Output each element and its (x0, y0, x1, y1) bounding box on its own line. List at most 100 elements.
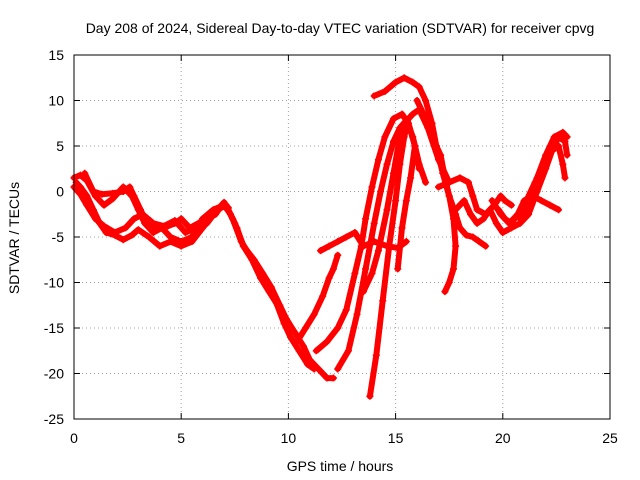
data-point-marker (177, 215, 185, 223)
x-tick-label: 5 (177, 430, 185, 446)
data-point-marker (368, 183, 376, 191)
data-point-marker (409, 133, 417, 141)
data-point-marker (505, 219, 513, 227)
y-tick-label: -15 (44, 320, 64, 336)
y-tick-label: -5 (52, 229, 65, 245)
data-point-marker (194, 219, 202, 227)
y-tick-label: -25 (44, 411, 64, 427)
data-point-marker (398, 110, 406, 118)
data-point-marker (559, 160, 567, 168)
data-point-marker (366, 392, 374, 400)
data-point-marker (441, 288, 449, 296)
series-trace (317, 229, 410, 254)
data-point-marker (370, 219, 378, 227)
data-point-marker (561, 137, 569, 145)
data-point-marker (287, 333, 295, 341)
data-point-marker (394, 265, 402, 273)
data-point-marker (563, 133, 571, 141)
data-point-marker (561, 174, 569, 182)
y-tick-label: 10 (48, 93, 64, 109)
data-point-marker (516, 215, 524, 223)
series-arc-d (81, 169, 232, 232)
data-point-marker (344, 347, 352, 355)
data-point-marker (203, 215, 211, 223)
data-point-marker (267, 283, 275, 291)
x-tick-label: 0 (70, 430, 78, 446)
data-point-marker (121, 224, 129, 232)
data-point-marker (389, 169, 397, 177)
data-point-marker (323, 338, 331, 346)
data-point-marker (134, 226, 142, 234)
data-point-marker (396, 124, 404, 132)
x-axis-label: GPS time / hours (287, 458, 394, 474)
data-point-marker (342, 233, 350, 241)
data-point-marker (329, 374, 337, 382)
data-point-marker (304, 360, 312, 368)
data-point-marker (145, 233, 153, 241)
data-point-marker (460, 197, 468, 205)
data-point-marker (109, 189, 117, 197)
y-tick-label: 0 (56, 184, 64, 200)
x-tick-label: 10 (281, 430, 297, 446)
data-point-marker (130, 192, 138, 200)
data-point-marker (186, 224, 194, 232)
data-point-marker (136, 206, 144, 214)
data-point-marker (475, 238, 483, 246)
data-point-marker (525, 201, 533, 209)
data-point-marker (537, 197, 545, 205)
data-point-marker (100, 201, 108, 209)
data-point-marker (445, 279, 453, 286)
plot-frame (73, 54, 611, 420)
data-point-marker (383, 242, 391, 250)
data-point-marker (462, 231, 470, 239)
data-point-marker (381, 87, 389, 95)
data-point-marker (497, 210, 505, 218)
data-point-marker (351, 228, 359, 236)
data-point-marker (317, 247, 325, 255)
data-point-marker (555, 206, 563, 214)
data-point-marker (396, 160, 404, 168)
data-point-marker (351, 269, 359, 277)
data-point-marker (480, 215, 488, 223)
data-point-marker (362, 215, 370, 223)
data-point-marker (218, 201, 226, 209)
data-point-marker (370, 238, 378, 246)
data-point-marker (359, 288, 367, 296)
data-point-marker (492, 219, 500, 227)
y-tick-label: -20 (44, 366, 64, 382)
data-point-marker (76, 183, 84, 191)
data-point-marker (434, 183, 442, 191)
x-tick-labels: 0 5 10 15 20 25 (70, 430, 618, 446)
data-point-marker (546, 201, 554, 209)
data-point-marker (359, 242, 367, 250)
data-point-marker (89, 188, 97, 195)
data-point-marker (250, 256, 258, 264)
data-point-marker (464, 178, 472, 186)
data-point-marker (392, 197, 400, 205)
data-point-marker (130, 215, 138, 223)
data-point-marker (259, 269, 267, 277)
x-tick-label: 25 (602, 430, 618, 446)
data-point-marker (497, 192, 505, 200)
data-point-marker (181, 228, 189, 236)
data-point-marker (379, 297, 387, 305)
data-point-marker (469, 192, 477, 200)
data-point-marker (452, 206, 460, 214)
data-point-marker (383, 206, 391, 214)
x-tick-label: 15 (388, 430, 404, 446)
data-point-marker (409, 78, 417, 86)
data-point-marker (389, 115, 397, 123)
data-point-marker (149, 228, 157, 236)
data-point-marker (389, 137, 397, 145)
data-point-marker (151, 222, 159, 230)
data-point-marker (160, 224, 168, 232)
data-point-marker (400, 74, 408, 82)
data-point-marker (156, 242, 164, 250)
data-point-marker (239, 242, 247, 250)
data-point-marker (362, 265, 370, 273)
series-arc-r (516, 128, 571, 223)
data-point-marker (422, 178, 430, 186)
data-point-marker (381, 133, 389, 141)
data-point-marker (411, 142, 419, 150)
data-point-marker (469, 233, 477, 241)
